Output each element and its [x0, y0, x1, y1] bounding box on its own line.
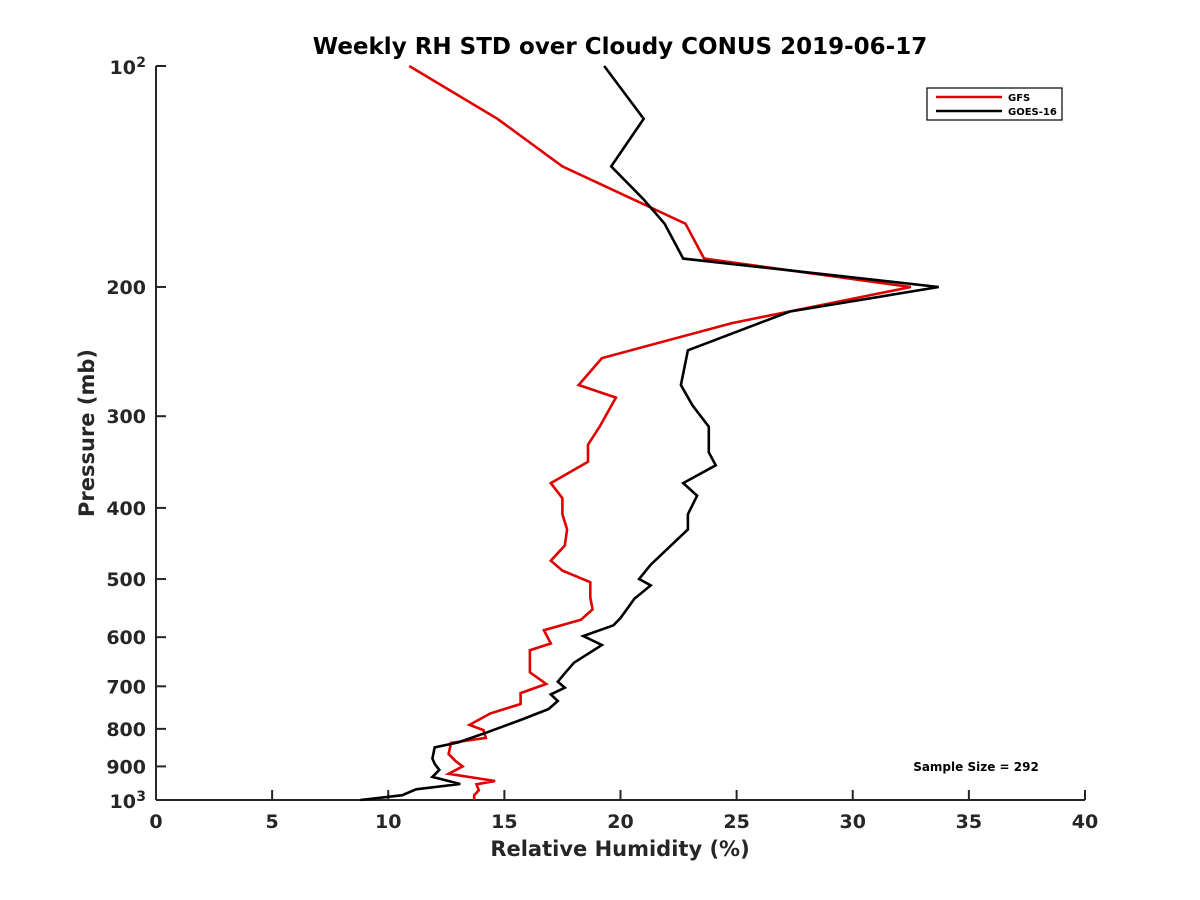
legend: GFS GOES-16 — [926, 87, 1063, 121]
y-tick-label-exponent: 2 — [136, 55, 146, 71]
x-tick-label: 20 — [607, 811, 633, 833]
legend-box — [926, 87, 1063, 121]
x-tick-label: 25 — [723, 811, 749, 833]
axis-lines — [155, 66, 1085, 801]
x-tick-label: 10 — [375, 811, 401, 833]
y-tick-label: 700 — [106, 676, 146, 698]
y-tick-label: 10 — [110, 57, 136, 79]
chart-title: Weekly RH STD over Cloudy CONUS 2019-06-… — [313, 34, 927, 60]
y-axis-label: Pressure (mb) — [75, 349, 99, 517]
legend-label-goes-16: GOES-16 — [1008, 107, 1057, 118]
x-axis-label: Relative Humidity (%) — [490, 837, 749, 861]
y-tick-label: 800 — [106, 719, 146, 741]
y-tick-label: 400 — [106, 498, 146, 520]
x-tick-label: 35 — [956, 811, 982, 833]
y-tick-label: 200 — [106, 277, 146, 299]
x-tick-label: 30 — [840, 811, 866, 833]
y-tick-label: 10 — [110, 791, 136, 813]
x-axis-ticks: 0 5 10 15 20 25 30 35 40 — [149, 790, 1098, 833]
series-line-goes-16 — [360, 65, 939, 802]
y-tick-label: 900 — [106, 756, 146, 778]
sample-size-annotation: Sample Size = 292 — [913, 760, 1039, 774]
x-tick-label: 5 — [266, 811, 279, 833]
y-tick-label: 300 — [106, 406, 146, 428]
series-line-gfs — [408, 64, 912, 800]
y-tick-label-exponent: 3 — [136, 789, 146, 805]
x-tick-label: 15 — [491, 811, 517, 833]
y-tick-label: 500 — [106, 569, 146, 591]
y-tick-label: 600 — [106, 627, 146, 649]
x-tick-label: 0 — [149, 811, 162, 833]
series-lines — [360, 64, 939, 802]
x-tick-label: 40 — [1072, 811, 1098, 833]
legend-label-gfs: GFS — [1008, 93, 1030, 104]
